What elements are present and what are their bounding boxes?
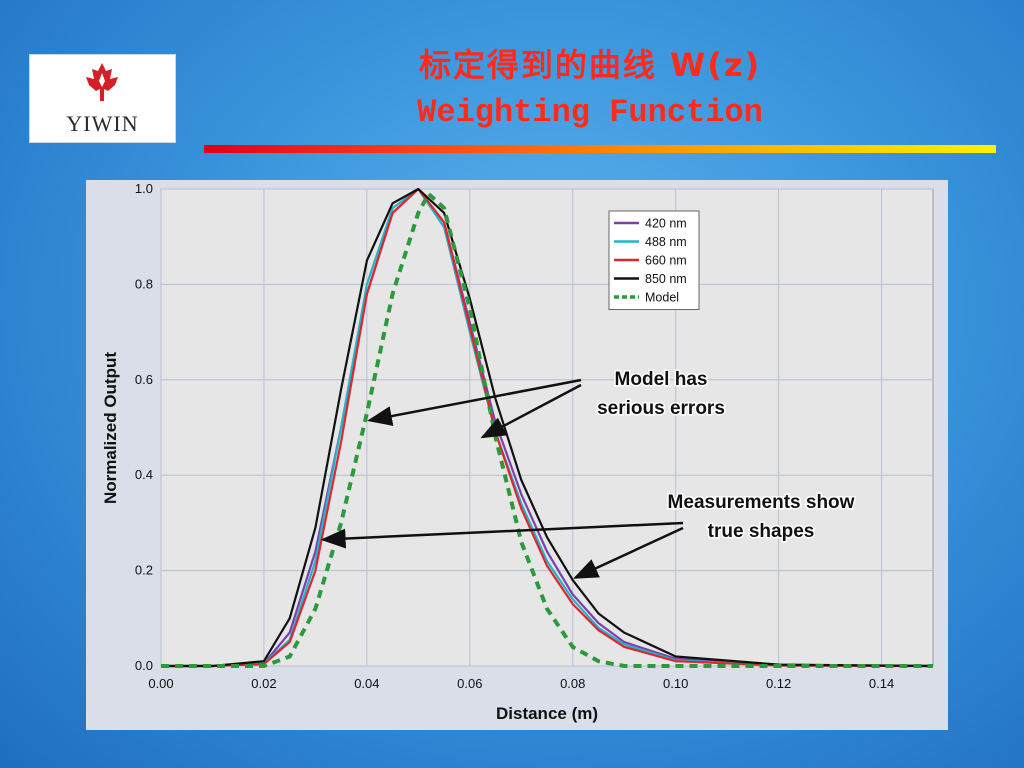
y-tick-label: 1.0 [135, 181, 153, 196]
x-tick-label: 0.08 [560, 676, 585, 691]
x-tick-label: 0.00 [148, 676, 173, 691]
series-line-model [161, 191, 933, 668]
x-tick-label: 0.12 [766, 676, 791, 691]
x-tick-label: 0.04 [354, 676, 379, 691]
y-tick-label: 0.4 [135, 467, 153, 482]
weighting-function-chart: 0.00 0.02 0.04 0.06 0.08 0.10 0.12 0.14 0.0 0.2 0.… [86, 180, 948, 730]
annotation-arrow [366, 378, 582, 426]
legend-label: 420 nm [645, 217, 687, 231]
series-line-488-nm [161, 187, 934, 668]
slide-title-chinese: 标定得到的曲线 W(z) [418, 46, 762, 84]
logo-text: YIWIN [66, 111, 139, 136]
x-tick-label: 0.02 [251, 676, 276, 691]
legend-label: Model [645, 291, 679, 305]
x-tick-label: 0.10 [663, 676, 688, 691]
annotation-text: Measurements show [668, 492, 855, 513]
x-axis-label: Distance (m) [496, 704, 598, 723]
maple-leaf-icon [86, 63, 118, 101]
annotation-arrow [480, 383, 582, 439]
y-tick-label: 0.8 [135, 276, 153, 291]
title-divider [204, 145, 996, 153]
annotation-arrow [320, 521, 684, 549]
legend-label: 488 nm [645, 235, 687, 249]
x-tick-label: 0.06 [457, 676, 482, 691]
y-tick-label: 0.0 [135, 658, 153, 673]
logo: YIWIN [29, 54, 176, 143]
series-line-660-nm [161, 187, 934, 668]
legend-label: 850 nm [645, 272, 687, 286]
annotation-text: Model has [615, 369, 708, 390]
y-axis-label: Normalized Output [101, 352, 120, 504]
chart-panel: 0.00 0.02 0.04 0.06 0.08 0.10 0.12 0.14 0.0 0.2 0.… [86, 180, 948, 730]
x-tick-label: 0.14 [869, 676, 894, 691]
y-tick-label: 0.6 [135, 372, 153, 387]
annotation-text: serious errors [597, 398, 725, 419]
slide-title-english: Weighting Function [417, 94, 763, 131]
legend-label: 660 nm [645, 254, 687, 268]
y-tick-label: 0.2 [135, 563, 153, 578]
plot-area [160, 188, 934, 667]
annotation-text: true shapes [708, 521, 815, 542]
annotation-arrow [573, 526, 684, 579]
